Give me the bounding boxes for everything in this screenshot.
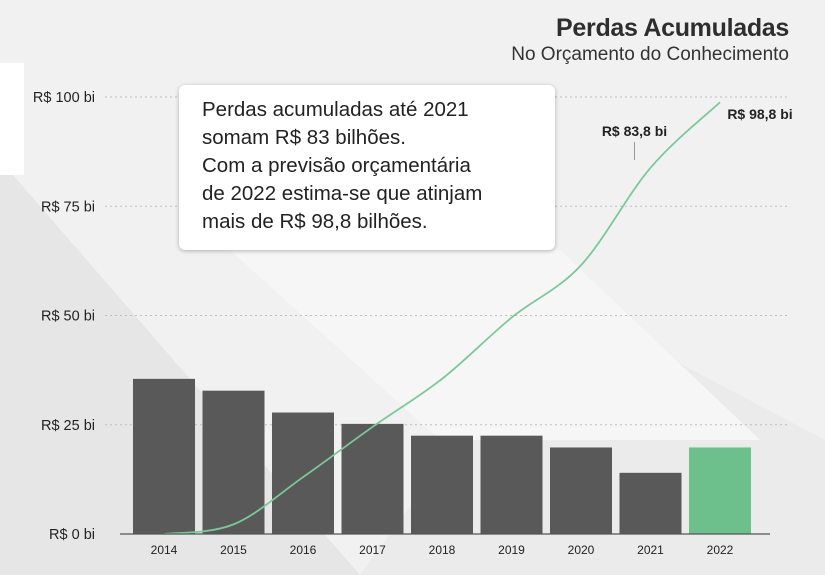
grid-lines: [105, 96, 790, 426]
callout-line-1: Perdas acumuladas até 2021: [202, 98, 469, 121]
y-tick-label: R$ 75 bi: [41, 199, 95, 215]
bar-2022: [689, 447, 751, 534]
x-tick-label-2017: 2017: [359, 543, 386, 557]
bar-2020: [550, 447, 612, 534]
x-tick-label-2016: 2016: [290, 543, 317, 557]
accumulated-line: [163, 101, 721, 535]
x-tick-label-2015: 2015: [220, 543, 247, 557]
callout-line-4: de 2022 estima-se que atinjam: [202, 182, 483, 205]
axes: R$ 0 bi R$ 25 bi R$ 50 bi R$ 75 bi R$ 100 bi…: [33, 90, 770, 557]
bar-2021: [619, 472, 682, 534]
x-tick-label-2022: 2022: [707, 543, 734, 557]
chart-subtitle: No Orçamento do Conhecimento: [511, 44, 789, 65]
line-series-path: [163, 101, 721, 535]
white-strip: [0, 63, 24, 175]
data-labels: R$ 83,8 bi R$ 98,8 bi: [602, 106, 793, 160]
annotation-label-2022: R$ 98,8 bi: [727, 106, 792, 122]
y-tick-label: R$ 50 bi: [41, 309, 95, 325]
bar-2016: [272, 412, 334, 534]
y-tick-label: R$ 0 bi: [49, 527, 95, 543]
bar-2018: [411, 435, 473, 534]
x-tick-label-2021: 2021: [637, 543, 664, 557]
bar-2017: [341, 423, 404, 534]
x-tick-label-2014: 2014: [151, 543, 178, 557]
annotation-label-2021: R$ 83,8 bi: [602, 123, 667, 139]
bar-2014: [133, 378, 195, 534]
y-tick-label: R$ 100 bi: [33, 90, 95, 106]
chart-title: Perdas Acumuladas: [556, 14, 789, 42]
bar-2015: [202, 390, 265, 534]
x-tick-label-2018: 2018: [429, 543, 456, 557]
callout-line-2: somam R$ 83 bilhões.: [202, 126, 406, 149]
bars: [133, 378, 751, 534]
x-tick-label-2020: 2020: [568, 543, 595, 557]
x-tick-label-2019: 2019: [498, 543, 525, 557]
callout-box: Perdas acumuladas até 2021 somam R$ 83 b…: [179, 85, 555, 250]
callout-line-5: mais de R$ 98,8 bilhões.: [202, 210, 428, 233]
y-tick-label: R$ 25 bi: [41, 418, 95, 434]
bar-2019: [480, 435, 543, 534]
callout-line-3: Com a previsão orçamentária: [202, 154, 471, 177]
